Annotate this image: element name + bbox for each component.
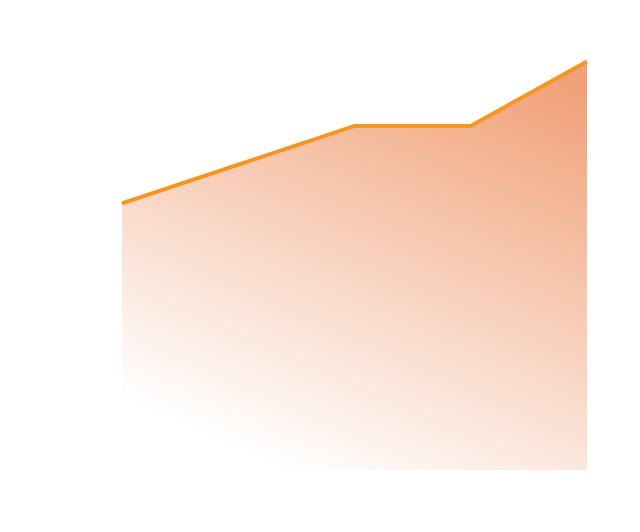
area-fill xyxy=(122,61,587,470)
line xyxy=(121,59,588,206)
